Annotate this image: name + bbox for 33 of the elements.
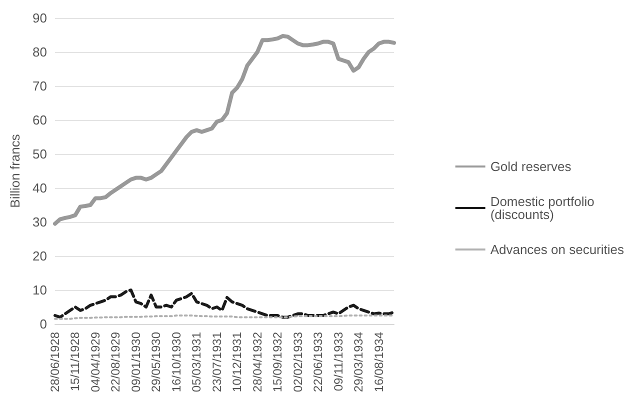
y-tick-label: 60 <box>32 112 47 128</box>
y-tick-label: 90 <box>32 10 47 26</box>
x-tick-label: 29/05/1930 <box>149 332 164 392</box>
x-tick-label: 15/09/1932 <box>270 332 285 392</box>
x-tick-label: 29/03/1934 <box>352 332 366 392</box>
x-tick-label: 22/08/1929 <box>108 332 123 392</box>
y-tick-label: 20 <box>32 248 47 264</box>
y-tick-label: 30 <box>32 214 47 230</box>
x-tick-label: 16/08/1934 <box>372 332 386 392</box>
y-tick-label: 10 <box>32 282 47 298</box>
y-tick-label: 80 <box>32 44 47 60</box>
x-tick-label: 16/10/1930 <box>169 332 184 392</box>
y-axis-title: Billion francs <box>8 134 23 208</box>
x-tick-label: 15/11/1928 <box>68 332 82 392</box>
x-tick-label: 05/03/1931 <box>190 332 204 392</box>
x-tick-label: 09/11/1933 <box>331 332 346 392</box>
legend-label: Domestic portfolio (discounts) <box>490 194 598 222</box>
x-tick-label: 10/12/1931 <box>230 332 244 392</box>
x-tick-label: 28/04/1932 <box>250 332 264 392</box>
legend-label: Gold reserves <box>490 159 572 174</box>
x-tick-label: 09/01/1930 <box>128 332 143 392</box>
y-tick-label: 70 <box>32 78 47 94</box>
legend-label: Advances on securities <box>490 242 624 257</box>
x-tick-label: 22/06/1933 <box>311 332 326 392</box>
line-series <box>53 34 396 226</box>
x-tick-label: 28/06/1928 <box>48 332 62 392</box>
y-tick-label: 50 <box>32 146 47 162</box>
x-tick-label: 04/04/1929 <box>88 332 102 392</box>
y-tick-label: 40 <box>32 180 47 196</box>
y-tick-label: 0 <box>40 316 47 332</box>
x-tick-label: 02/02/1933 <box>290 332 305 392</box>
line-series <box>54 288 396 319</box>
x-tick-label: 23/07/1931 <box>210 332 224 392</box>
